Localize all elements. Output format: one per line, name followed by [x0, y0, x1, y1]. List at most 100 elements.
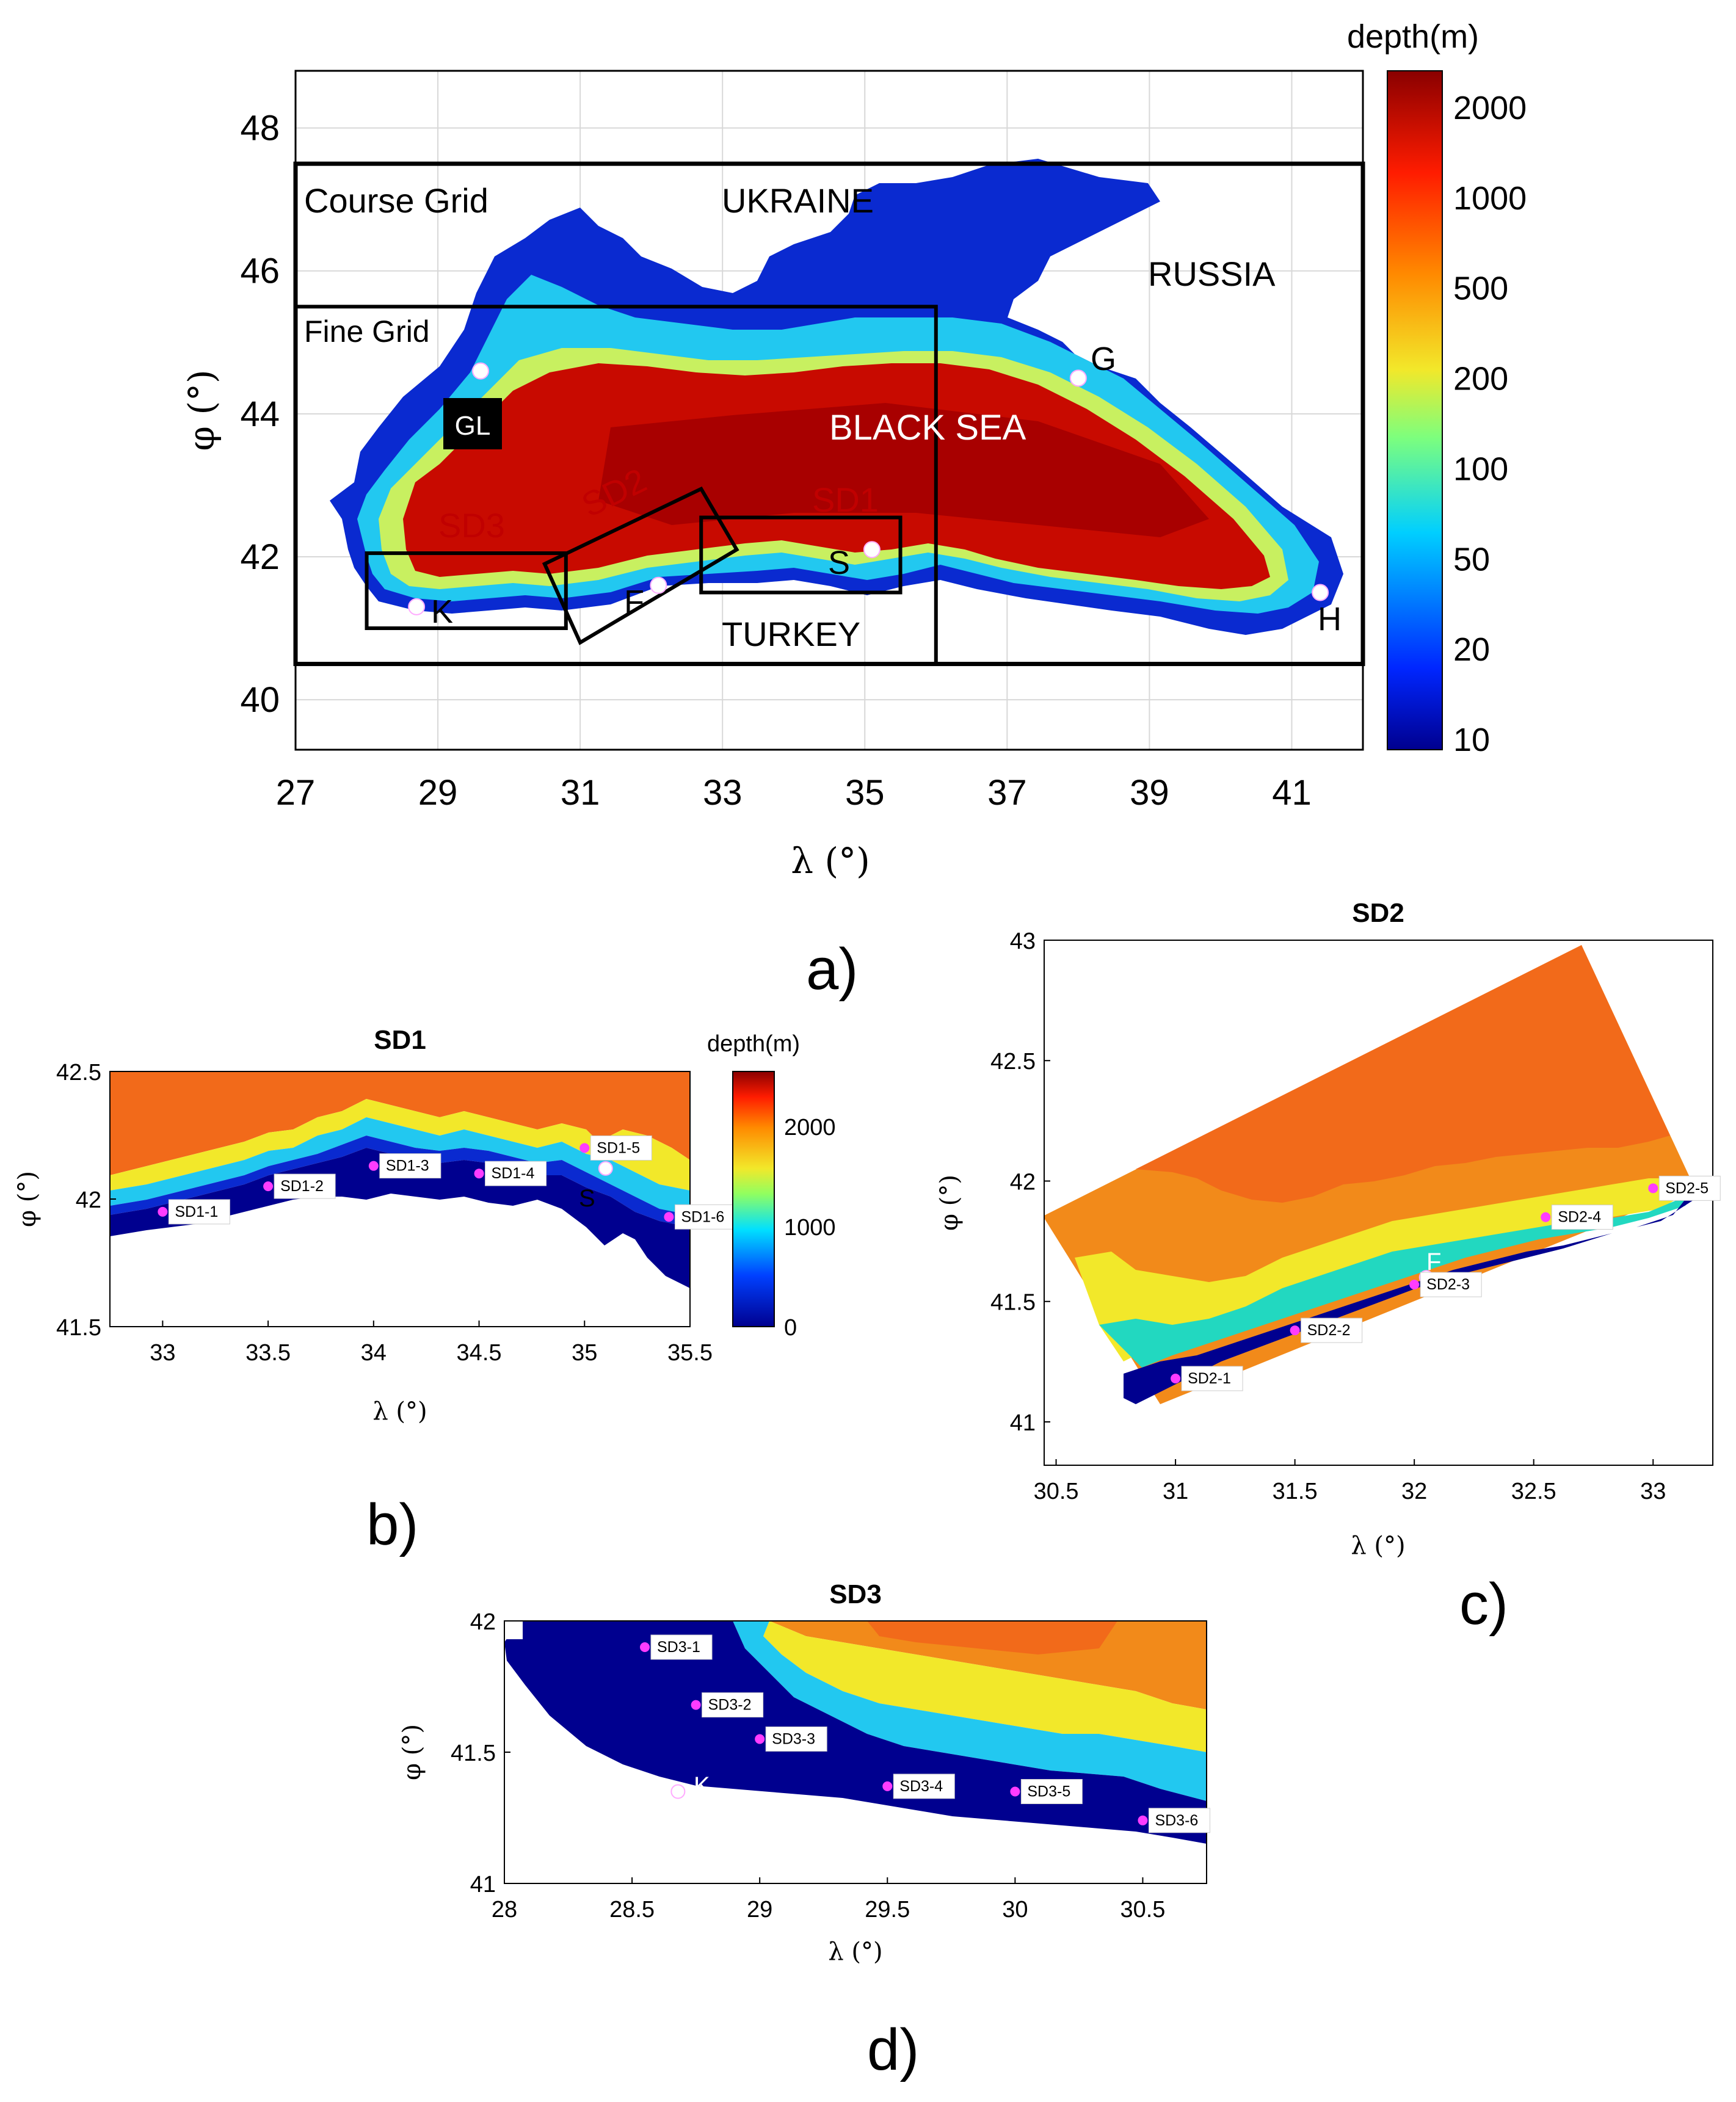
station-label: SD1-3 — [386, 1158, 429, 1175]
label-fine-grid: Fine Grid — [304, 314, 430, 349]
panel-a-xtick-label: 31 — [561, 773, 600, 813]
panel-b-colorbar-tick-label: 1000 — [784, 1215, 836, 1241]
panel-a-xtick-label: 29 — [418, 773, 458, 813]
station-label-box — [1181, 1366, 1243, 1391]
sd2-shelf-cyan — [1099, 1187, 1694, 1368]
sd2-domain-red — [1136, 945, 1670, 1203]
sd3-bathymetry — [504, 1621, 1207, 1883]
panel-c-xtick-label: 31 — [1163, 1479, 1188, 1504]
panel-b-colorbar-ticks: 2000 1000 0 — [784, 1115, 836, 1341]
station-marker — [1648, 1183, 1658, 1194]
panel-c-ytick-label: 41 — [1010, 1410, 1036, 1436]
station-label: SD2-5 — [1665, 1180, 1709, 1197]
panel-c-ytick-label: 41.5 — [990, 1290, 1036, 1316]
station-label-box — [1020, 1779, 1083, 1804]
panel-a-xtick-label: 33 — [703, 773, 743, 813]
panel-c-xtick-label: 30.5 — [1034, 1479, 1079, 1504]
panel-c-xtick-label: 32.5 — [1511, 1479, 1556, 1504]
panel-d-ytick-label: 41.5 — [451, 1741, 496, 1766]
panel-d-stations: SD3-1 SD3-2 SD3-3 SD3-4 SD3-5 SD3-6 — [640, 1634, 1210, 1833]
panel-b-title: SD1 — [374, 1025, 426, 1055]
panel-a-colorbar-tick-label: 10 — [1453, 722, 1490, 758]
panel-b-xtick-label: 34.5 — [457, 1340, 502, 1366]
panel-a-colorbar — [1387, 70, 1443, 750]
panel-c-title: SD2 — [1352, 898, 1404, 928]
station-label: SD1-5 — [597, 1139, 640, 1156]
panel-a-colorbar-ticks: 2000 1000 500 200 100 50 20 10 — [1453, 90, 1527, 758]
station-label: SD2-4 — [1558, 1209, 1601, 1226]
panel-a-point-g — [1069, 369, 1087, 387]
panel-a-points — [408, 362, 1329, 615]
station-label-box — [674, 1204, 736, 1230]
panel-a-ytick-label: 48 — [240, 109, 280, 148]
panel-d-xtick-label: 29.5 — [865, 1897, 910, 1923]
panel-c-marker-label: F — [1426, 1249, 1441, 1275]
panel-a-colorbar-title: depth(m) — [1347, 18, 1479, 55]
station-label: SD1-2 — [280, 1178, 324, 1195]
panel-a-point-h — [1312, 584, 1329, 601]
panel-a-xtick-label: 39 — [1130, 773, 1169, 813]
panel-a-ticks: 27 29 31 33 35 37 39 41 40 42 44 46 48 — [240, 109, 1311, 813]
sd3-cyan — [733, 1621, 1207, 1801]
fine-grid-box — [294, 305, 938, 666]
panel-b-xtick-label: 35 — [572, 1340, 597, 1366]
label-sd1: SD1 — [812, 480, 879, 519]
label-gl-box — [443, 398, 502, 449]
panel-d-xlabel: λ (°) — [828, 1938, 882, 1966]
panel-c-ytick-label: 43 — [1010, 929, 1036, 954]
panel-a-ytick-label: 44 — [240, 394, 280, 434]
panel-a-colorbar-tick-label: 50 — [1453, 541, 1490, 578]
panel-a-ytick-label: 46 — [240, 252, 280, 291]
sd3-yellow — [763, 1621, 1207, 1752]
sd3-box — [365, 551, 568, 631]
label-ukraine: UKRAINE — [722, 181, 874, 220]
panel-a-xtick-label: 27 — [276, 773, 316, 813]
panel-c-ytick-label: 42 — [1010, 1169, 1036, 1195]
panel-d-xtick-label: 30.5 — [1120, 1897, 1165, 1923]
station-marker — [691, 1700, 701, 1710]
label-turkey: TURKEY — [722, 615, 860, 653]
station-label: SD2-3 — [1426, 1276, 1470, 1293]
station-label-box — [1658, 1175, 1721, 1201]
label-g: G — [1091, 341, 1116, 377]
panel-a-colorbar-tick-label: 200 — [1453, 361, 1508, 397]
panel-a-letter: a) — [806, 937, 858, 1002]
station-marker — [1010, 1786, 1020, 1797]
panel-a-colorbar-tick-label: 2000 — [1453, 90, 1527, 126]
station-marker — [368, 1161, 379, 1171]
station-label-box — [1301, 1317, 1363, 1343]
station-label: SD3-5 — [1027, 1783, 1070, 1800]
station-label-box — [1148, 1808, 1210, 1833]
grid-boxes — [293, 161, 1365, 667]
station-label-box — [168, 1199, 230, 1225]
panel-c-ylabel: φ (°) — [935, 1175, 964, 1231]
station-label: SD1-4 — [492, 1165, 535, 1182]
panel-b-colorbar-title: depth(m) — [707, 1031, 800, 1057]
station-marker — [1171, 1373, 1181, 1383]
panel-d-marker — [670, 1784, 686, 1799]
panel-a-ylabel: φ (°) — [181, 369, 222, 451]
station-label-box — [590, 1135, 652, 1161]
sd1-box — [699, 515, 903, 595]
panel-a-xlabel: λ (°) — [791, 840, 870, 882]
panel-a-point-f — [650, 576, 667, 594]
panel-a-colorbar-tick-label: 100 — [1453, 451, 1508, 487]
label-sd3: SD3 — [438, 506, 505, 545]
panel-a-point-k — [408, 598, 426, 615]
panel-c-xtick-label: 33 — [1640, 1479, 1666, 1504]
station-label-box — [379, 1153, 441, 1179]
panel-b-xtick-label: 33.5 — [245, 1340, 291, 1366]
panel-d-xtick-label: 28.5 — [609, 1897, 655, 1923]
panel-c-ytick-label: 42.5 — [990, 1049, 1036, 1075]
station-label: SD3-2 — [708, 1697, 752, 1714]
label-h: H — [1318, 601, 1342, 637]
label-f: F — [624, 584, 644, 620]
station-label-box — [893, 1774, 955, 1799]
sd2-box — [542, 486, 739, 645]
panel-b-xtick-label: 33 — [150, 1340, 175, 1366]
panel-a-ytick-label: 40 — [240, 680, 280, 720]
panel-d-xtick-label: 30 — [1002, 1897, 1028, 1923]
